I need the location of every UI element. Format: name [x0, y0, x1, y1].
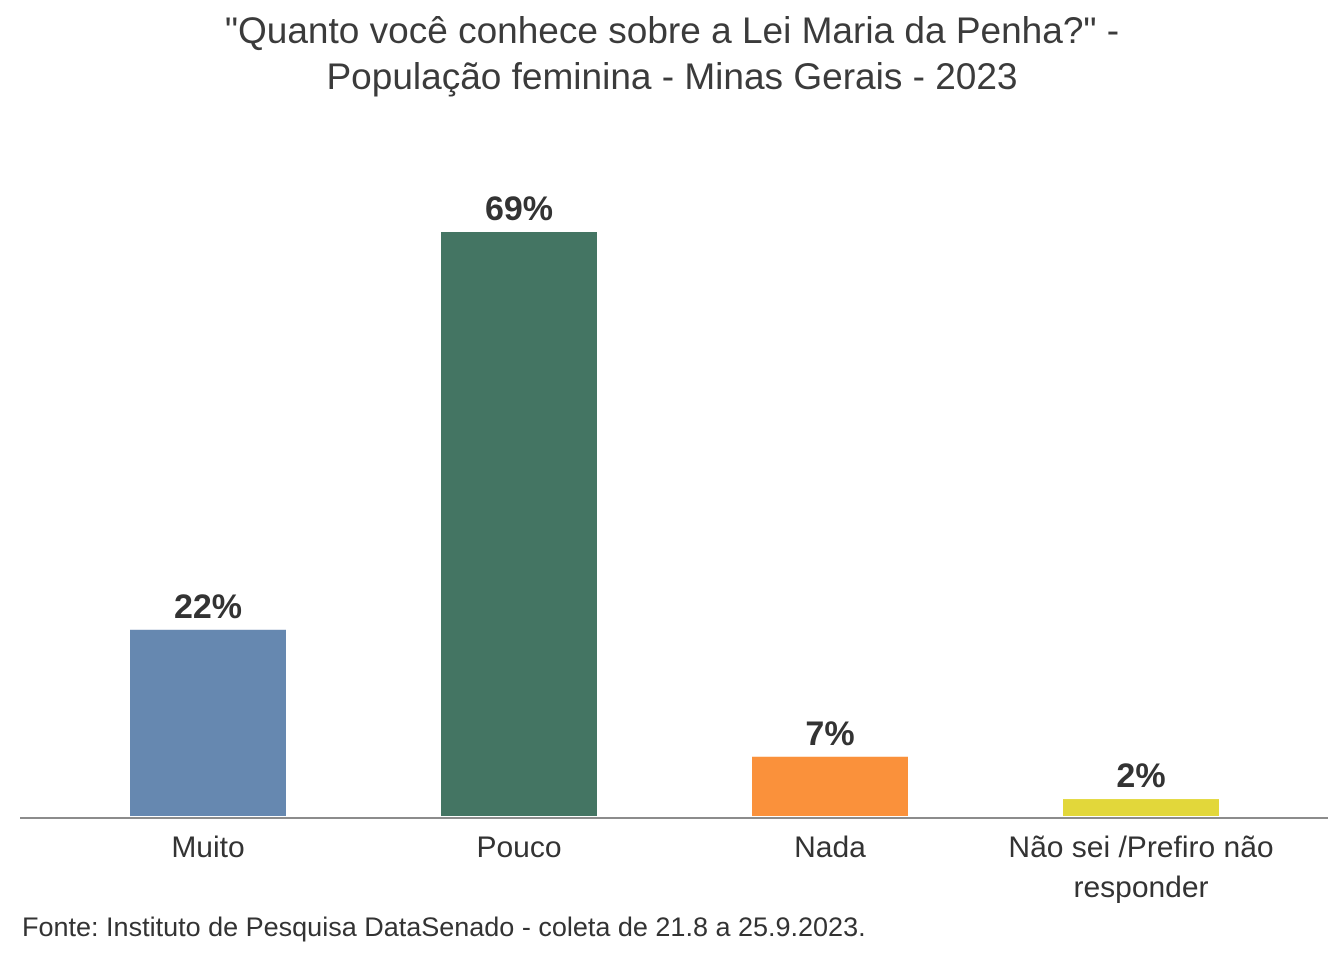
- category-label-2-0: Nada: [794, 831, 866, 864]
- bar-3: [1063, 799, 1219, 816]
- value-label-0: 22%: [174, 588, 242, 626]
- chart-title: "Quanto você conhece sobre a Lei Maria d…: [0, 8, 1344, 100]
- category-label-3-0: Não sei /Prefiro não: [1008, 831, 1273, 864]
- chart-title-line-1: "Quanto você conhece sobre a Lei Maria d…: [224, 10, 1120, 51]
- bar-1: [441, 232, 597, 816]
- chart-title-line-2: População feminina - Minas Gerais - 2023: [326, 56, 1018, 97]
- category-labels-group: Muito Pouco Nada Não sei /Prefiro não respon…: [171, 831, 1273, 904]
- category-label-3-1: responder: [1073, 871, 1208, 904]
- category-label-0-0: Muito: [171, 831, 244, 864]
- value-label-2: 7%: [805, 715, 854, 753]
- source-note: Fonte: Instituto de Pesquisa DataSenado …: [22, 912, 866, 942]
- value-label-3: 2%: [1116, 757, 1165, 795]
- bar-0: [130, 629, 286, 816]
- bar-2: [752, 756, 908, 816]
- bars-group: [130, 232, 1219, 816]
- value-labels-group: 22% 69% 7% 2%: [174, 190, 1166, 795]
- category-label-1-0: Pouco: [476, 831, 561, 864]
- value-label-1: 69%: [485, 190, 553, 228]
